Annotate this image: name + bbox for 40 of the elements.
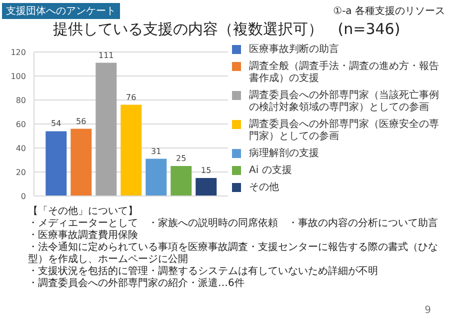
bar bbox=[196, 178, 217, 196]
legend-label: 調査委員会への外部専門家（当該死亡事例の検討対象領域の専門家）としての参画 bbox=[249, 90, 440, 114]
data-label: 31 bbox=[151, 146, 162, 156]
legend-label: その他 bbox=[249, 182, 279, 194]
legend-label: 病理解剖の支援 bbox=[249, 148, 319, 160]
data-label: 54 bbox=[51, 119, 62, 128]
bar bbox=[120, 104, 142, 196]
text: ・家族への説明時の同席依頼 bbox=[148, 218, 278, 230]
text: ・調査委員会への外部専門家の紹介・派遣…6件 bbox=[28, 278, 246, 290]
data-label: 25 bbox=[176, 154, 186, 163]
data-label: 76 bbox=[126, 92, 136, 102]
y-tick-label: 0 bbox=[20, 192, 26, 201]
legend-label: Ai の支援 bbox=[249, 164, 292, 176]
y-tick-label: 60 bbox=[16, 120, 26, 129]
text: ・医療事故調査費用保険 bbox=[28, 230, 138, 242]
text: 【「その他」について】 bbox=[28, 206, 139, 218]
text: ・支援状況を包括的に管理・調整するシステムは有していないため詳細が不明 bbox=[28, 266, 379, 278]
bar bbox=[96, 62, 117, 196]
text: 9 bbox=[424, 305, 431, 316]
y-tick-label: 100 bbox=[10, 72, 26, 81]
text: ・法令通知に定められている事項を医療事故調査・支援センターに報告する際の書式（ひな型）を作成し、ホームページに公開 bbox=[28, 242, 439, 266]
data-label: 56 bbox=[76, 116, 86, 126]
y-tick-label: 80 bbox=[16, 96, 26, 105]
text: ・事故の内容の分析について助言 bbox=[288, 218, 438, 230]
data-label: 15 bbox=[201, 166, 212, 175]
legend-label: 調査全般（調査手法・調査の進め方・報告書作成）の支援 bbox=[249, 60, 440, 84]
bar bbox=[70, 128, 92, 196]
chart-title: 提供している支援の内容（複数選択可） (n=346) bbox=[52, 20, 402, 39]
y-tick-label: 20 bbox=[16, 168, 26, 177]
y-tick-label: 40 bbox=[16, 144, 26, 153]
bar bbox=[170, 166, 192, 196]
y-tick-label: 120 bbox=[10, 48, 26, 57]
text: 支援団体へのアンケート bbox=[2, 3, 120, 19]
bar bbox=[146, 158, 167, 196]
text: ①-a 各種支援のリソース bbox=[333, 4, 445, 18]
legend-label: 医療事故判断の助言 bbox=[249, 44, 339, 56]
data-label: 111 bbox=[98, 50, 114, 60]
legend-label: 調査委員会への外部専門家（医療安全の専門家）としての参画 bbox=[249, 118, 440, 142]
text: ・メディエーターとして bbox=[28, 218, 138, 230]
bar bbox=[46, 131, 67, 196]
